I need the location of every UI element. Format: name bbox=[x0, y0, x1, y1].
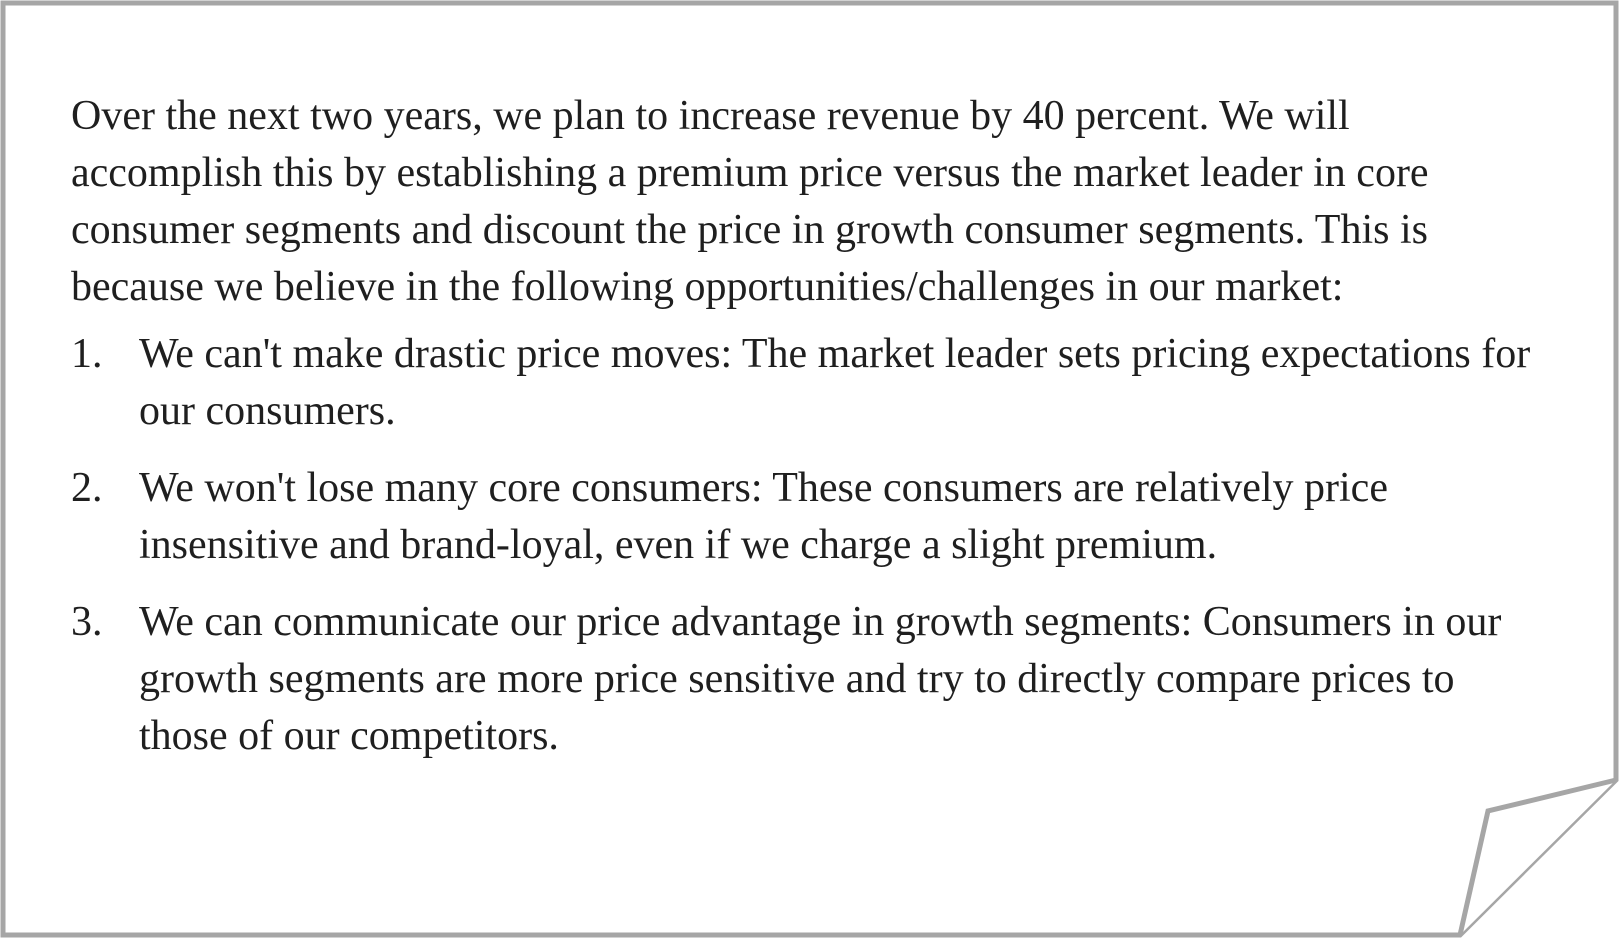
point-text: We won't lose many core consumers: These… bbox=[139, 465, 1388, 568]
point-number: 1. bbox=[71, 331, 103, 377]
point-text: We can communicate our price advantage i… bbox=[139, 599, 1502, 759]
points-list: 1. We can't make drastic price moves: Th… bbox=[71, 326, 1541, 765]
document-body: Over the next two years, we plan to incr… bbox=[71, 88, 1541, 785]
page-curl-icon bbox=[1457, 777, 1617, 936]
list-item: 1. We can't make drastic price moves: Th… bbox=[71, 326, 1541, 440]
point-number: 3. bbox=[71, 599, 103, 645]
point-number: 2. bbox=[71, 465, 103, 511]
intro-paragraph: Over the next two years, we plan to incr… bbox=[71, 93, 1429, 310]
point-text: We can't make drastic price moves: The m… bbox=[139, 331, 1531, 434]
list-item: 2. We won't lose many core consumers: Th… bbox=[71, 460, 1541, 574]
list-item: 3. We can communicate our price advantag… bbox=[71, 594, 1541, 765]
